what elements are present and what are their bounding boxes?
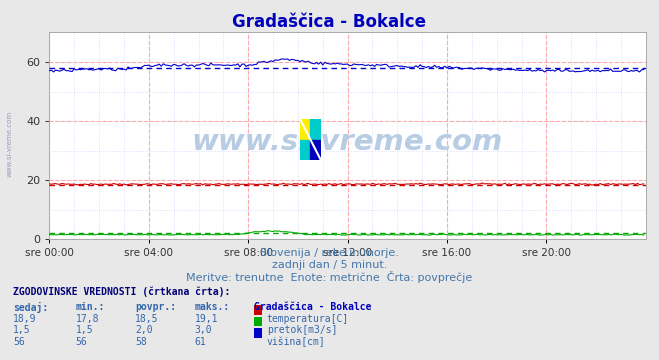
Text: višina[cm]: višina[cm] — [267, 337, 326, 347]
Text: povpr.:: povpr.: — [135, 302, 176, 312]
Text: sedaj:: sedaj: — [13, 302, 48, 313]
Text: Slovenija / reke in morje.: Slovenija / reke in morje. — [260, 248, 399, 258]
Text: 61: 61 — [194, 337, 206, 347]
Text: pretok[m3/s]: pretok[m3/s] — [267, 325, 337, 336]
Text: 56: 56 — [13, 337, 25, 347]
Text: 19,1: 19,1 — [194, 314, 218, 324]
Text: 58: 58 — [135, 337, 147, 347]
Text: 17,8: 17,8 — [76, 314, 100, 324]
Text: 3,0: 3,0 — [194, 325, 212, 336]
Bar — [300, 119, 310, 139]
Text: 18,9: 18,9 — [13, 314, 37, 324]
Text: zadnji dan / 5 minut.: zadnji dan / 5 minut. — [272, 260, 387, 270]
Text: 56: 56 — [76, 337, 88, 347]
Text: 18,5: 18,5 — [135, 314, 159, 324]
Text: min.:: min.: — [76, 302, 105, 312]
Text: Gradaščica - Bokalce: Gradaščica - Bokalce — [233, 13, 426, 31]
Text: maks.:: maks.: — [194, 302, 229, 312]
Bar — [310, 139, 321, 160]
Text: 1,5: 1,5 — [13, 325, 31, 336]
Bar — [300, 139, 310, 160]
Text: Gradaščica - Bokalce: Gradaščica - Bokalce — [254, 302, 371, 312]
Text: Meritve: trenutne  Enote: metrične  Črta: povprečje: Meritve: trenutne Enote: metrične Črta: … — [186, 271, 473, 283]
Text: ZGODOVINSKE VREDNOSTI (črtkana črta):: ZGODOVINSKE VREDNOSTI (črtkana črta): — [13, 286, 231, 297]
Text: www.si-vreme.com: www.si-vreme.com — [192, 128, 503, 156]
Bar — [310, 119, 321, 139]
Text: 2,0: 2,0 — [135, 325, 153, 336]
Text: 1,5: 1,5 — [76, 325, 94, 336]
Text: temperatura[C]: temperatura[C] — [267, 314, 349, 324]
Text: www.si-vreme.com: www.si-vreme.com — [7, 111, 13, 177]
